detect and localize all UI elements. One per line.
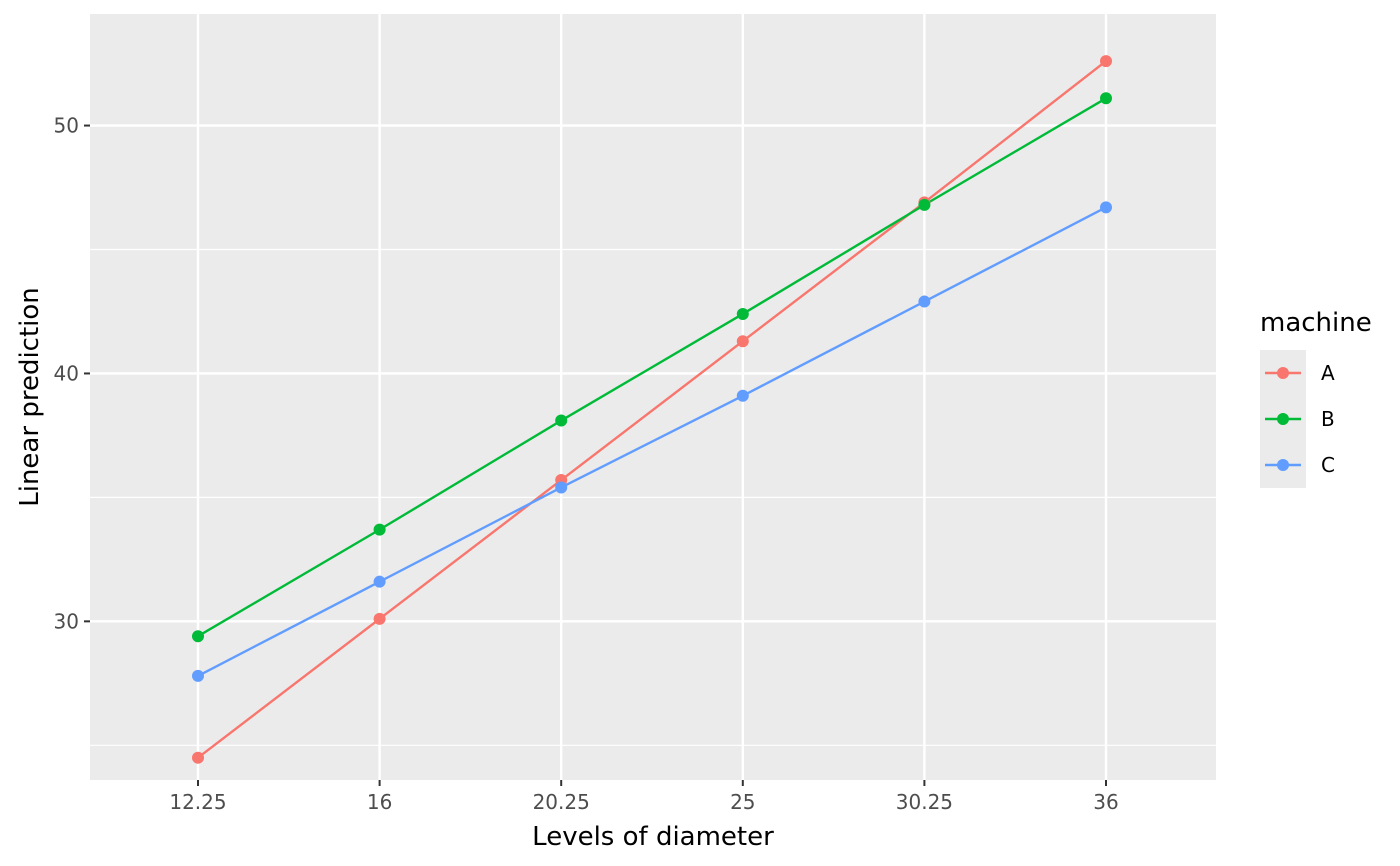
x-axis-title: Levels of diameter [532,822,774,852]
series-point-C [192,669,204,682]
series-points [192,55,1112,764]
x-tick-label: 25 [730,790,755,814]
grid-minor [90,248,1216,746]
legend-title: machine [1260,308,1372,338]
series-point-B [918,198,931,211]
legend-label-C: C [1321,453,1335,477]
y-tick-label: 50 [54,114,79,138]
plot-panel [90,14,1216,780]
y-axis-title: Linear prediction [15,287,45,507]
series-lines [197,60,1107,759]
series-point-B [736,307,749,320]
x-tick-label: 12.25 [169,790,226,814]
series-point-A [736,335,749,348]
grid-major [90,14,1216,780]
series-point-A [192,751,204,764]
y-tick-label: 40 [54,361,79,385]
legend-key-point-A [1277,367,1289,379]
series-point-A [373,612,386,625]
series-point-C [1100,201,1112,214]
y-axis: 30 40 50 [54,114,90,633]
series-line-A [197,60,1107,759]
legend: machine ABC [1260,308,1372,488]
x-tick-label: 36 [1093,790,1118,814]
x-tick-label: 16 [367,790,392,814]
series-line-C [197,206,1107,677]
series-point-A [1100,55,1112,68]
legend-key-point-C [1277,459,1289,471]
x-axis: 12.25 16 20.25 25 30.25 36 [169,780,1119,814]
legend-key-point-B [1277,413,1289,425]
legend-items: ABC [1265,361,1335,477]
series-point-C [555,481,568,494]
series-point-C [373,575,386,588]
legend-label-A: A [1321,361,1335,385]
series-line-B [197,97,1107,638]
series-point-B [192,630,204,643]
series-point-B [1100,92,1112,105]
series-point-B [555,414,568,427]
x-tick-label: 20.25 [533,790,590,814]
series-point-C [736,389,749,402]
legend-label-B: B [1321,407,1335,431]
x-tick-label: 30.25 [896,790,953,814]
series-point-B [373,523,386,536]
series-point-C [918,295,931,308]
y-tick-label: 30 [54,609,79,633]
